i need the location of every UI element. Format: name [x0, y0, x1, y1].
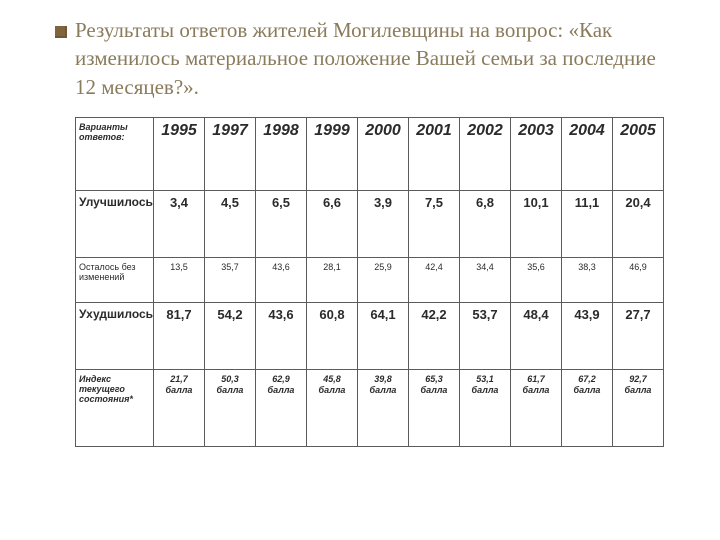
row-label: Улучшилось: [76, 191, 154, 258]
cell: 46,9: [613, 258, 664, 303]
row-label: Индекс текущего состояния*: [76, 370, 154, 447]
cell: 65,3балла: [409, 370, 460, 447]
header-year: 2001: [409, 118, 460, 191]
cell: 7,5: [409, 191, 460, 258]
cell: 43,6: [256, 303, 307, 370]
header-year: 2005: [613, 118, 664, 191]
cell: 60,8: [307, 303, 358, 370]
title-bullet: [55, 26, 67, 38]
cell: 25,9: [358, 258, 409, 303]
cell: 64,1: [358, 303, 409, 370]
table-row: Улучшилось 3,4 4,5 6,5 6,6 3,9 7,5 6,8 1…: [76, 191, 664, 258]
cell: 11,1: [562, 191, 613, 258]
cell: 81,7: [154, 303, 205, 370]
cell: 39,8балла: [358, 370, 409, 447]
cell: 67,2балла: [562, 370, 613, 447]
header-year: 1998: [256, 118, 307, 191]
header-year: 1997: [205, 118, 256, 191]
cell: 6,6: [307, 191, 358, 258]
header-year: 2004: [562, 118, 613, 191]
row-label: Ухудшилось: [76, 303, 154, 370]
header-year: 1995: [154, 118, 205, 191]
cell: 92,7балла: [613, 370, 664, 447]
cell: 54,2: [205, 303, 256, 370]
cell: 38,3: [562, 258, 613, 303]
cell: 3,4: [154, 191, 205, 258]
cell: 34,4: [460, 258, 511, 303]
header-year: 1999: [307, 118, 358, 191]
table-row: Ухудшилось 81,7 54,2 43,6 60,8 64,1 42,2…: [76, 303, 664, 370]
header-label: Варианты ответов:: [76, 118, 154, 191]
cell: 21,7балла: [154, 370, 205, 447]
slide: Результаты ответов жителей Могилевщины н…: [0, 0, 720, 540]
cell: 3,9: [358, 191, 409, 258]
cell: 42,4: [409, 258, 460, 303]
data-table: Варианты ответов: 1995 1997 1998 1999 20…: [75, 117, 664, 447]
cell: 62,9балла: [256, 370, 307, 447]
cell: 53,1балла: [460, 370, 511, 447]
cell: 28,1: [307, 258, 358, 303]
table-row: Индекс текущего состояния* 21,7балла 50,…: [76, 370, 664, 447]
cell: 13,5: [154, 258, 205, 303]
cell: 61,7балла: [511, 370, 562, 447]
cell: 43,6: [256, 258, 307, 303]
cell: 6,5: [256, 191, 307, 258]
header-year: 2003: [511, 118, 562, 191]
survey-table: Варианты ответов: 1995 1997 1998 1999 20…: [75, 117, 663, 447]
cell: 42,2: [409, 303, 460, 370]
cell: 10,1: [511, 191, 562, 258]
header-year: 2002: [460, 118, 511, 191]
cell: 43,9: [562, 303, 613, 370]
cell: 4,5: [205, 191, 256, 258]
table-row: Осталось без изменений 13,5 35,7 43,6 28…: [76, 258, 664, 303]
cell: 35,6: [511, 258, 562, 303]
row-label: Осталось без изменений: [76, 258, 154, 303]
cell: 45,8балла: [307, 370, 358, 447]
header-year: 2000: [358, 118, 409, 191]
cell: 35,7: [205, 258, 256, 303]
cell: 27,7: [613, 303, 664, 370]
cell: 6,8: [460, 191, 511, 258]
cell: 48,4: [511, 303, 562, 370]
cell: 20,4: [613, 191, 664, 258]
slide-title: Результаты ответов жителей Могилевщины н…: [75, 16, 660, 101]
cell: 50,3балла: [205, 370, 256, 447]
cell: 53,7: [460, 303, 511, 370]
table-header-row: Варианты ответов: 1995 1997 1998 1999 20…: [76, 118, 664, 191]
